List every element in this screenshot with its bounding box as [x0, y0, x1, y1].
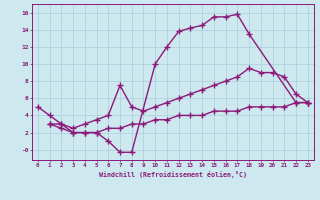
X-axis label: Windchill (Refroidissement éolien,°C): Windchill (Refroidissement éolien,°C)	[99, 171, 247, 178]
